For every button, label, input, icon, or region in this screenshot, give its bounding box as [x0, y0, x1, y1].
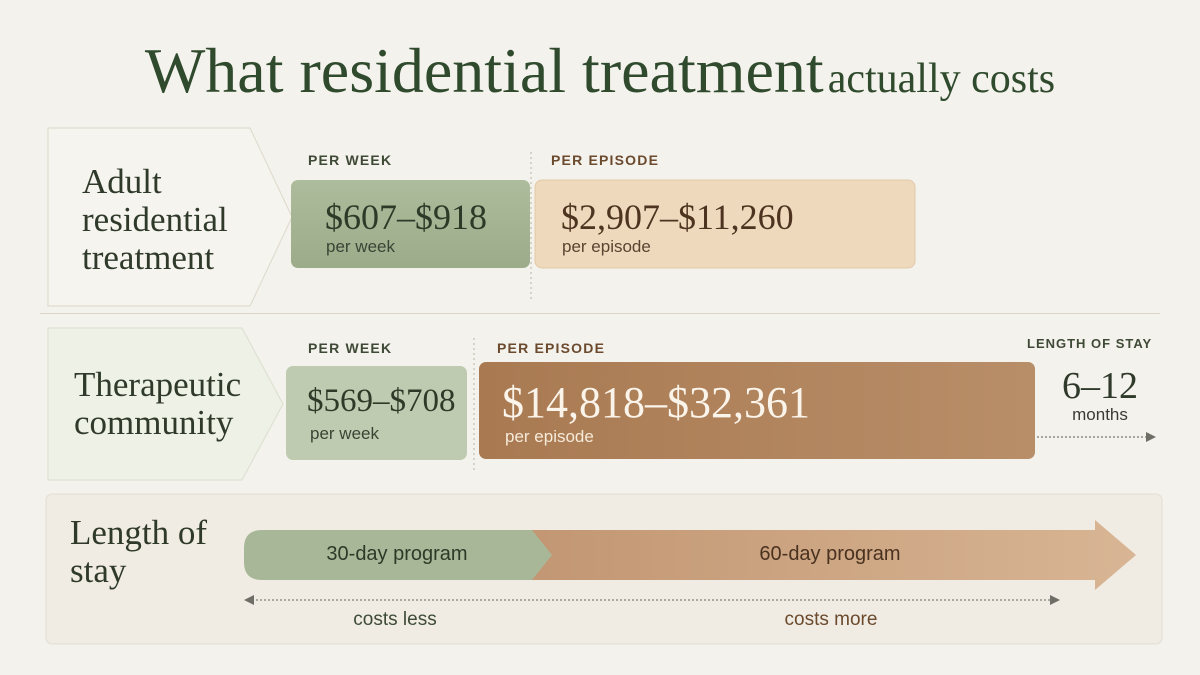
- long-program-arrow: [520, 520, 1136, 590]
- row2-length-value: 6–12: [1062, 365, 1138, 407]
- long-program-label: 60-day program: [759, 543, 901, 565]
- row2-episode-caption: PER EPISODE: [497, 340, 606, 356]
- row1-label-tab: [47, 127, 293, 307]
- row2-episode-value: $14,818–$32,361: [502, 378, 810, 427]
- costs-more-label: costs more: [784, 609, 878, 630]
- length-label: Length of stay: [70, 513, 208, 590]
- row1-label: Adult residential treatment: [82, 162, 228, 277]
- row2-label: Therapeutic community: [74, 365, 242, 442]
- row1-week-value: $607–$918: [325, 197, 487, 237]
- row2-label-tab: [47, 327, 284, 481]
- row1-episode-box: [534, 179, 916, 269]
- row2-week-value: $569–$708: [307, 383, 456, 419]
- row2-week-box: [286, 366, 467, 460]
- row2-week-sub: per week: [310, 424, 379, 443]
- row2-episode-sub: per episode: [505, 427, 594, 446]
- row1-episode-caption: PER EPISODE: [551, 152, 660, 168]
- title-main: What residential treatment: [144, 35, 824, 106]
- row2-week-caption: PER WEEK: [308, 340, 393, 356]
- row1-week-caption: PER WEEK: [308, 152, 393, 168]
- short-program-arrow: [244, 530, 552, 580]
- row2-length-unit: months: [1072, 405, 1128, 424]
- page-title: What residential treatment actually cost…: [0, 34, 1200, 108]
- length-arrow-head: [1146, 432, 1156, 442]
- cost-scale-right-head: [1050, 595, 1060, 605]
- row-divider: [40, 313, 1160, 314]
- row2-length-caption: LENGTH OF STAY: [1027, 336, 1153, 351]
- costs-less-label: costs less: [353, 609, 437, 630]
- title-sub: actually costs: [827, 56, 1056, 102]
- row2-episode-box: [479, 362, 1035, 459]
- row1-episode-sub: per episode: [562, 237, 651, 256]
- row1-episode-value: $2,907–$11,260: [561, 197, 794, 237]
- short-program-label: 30-day program: [326, 543, 468, 565]
- row1-week-box: [291, 180, 530, 268]
- cost-scale-left-head: [244, 595, 254, 605]
- row1-week-sub: per week: [326, 237, 395, 256]
